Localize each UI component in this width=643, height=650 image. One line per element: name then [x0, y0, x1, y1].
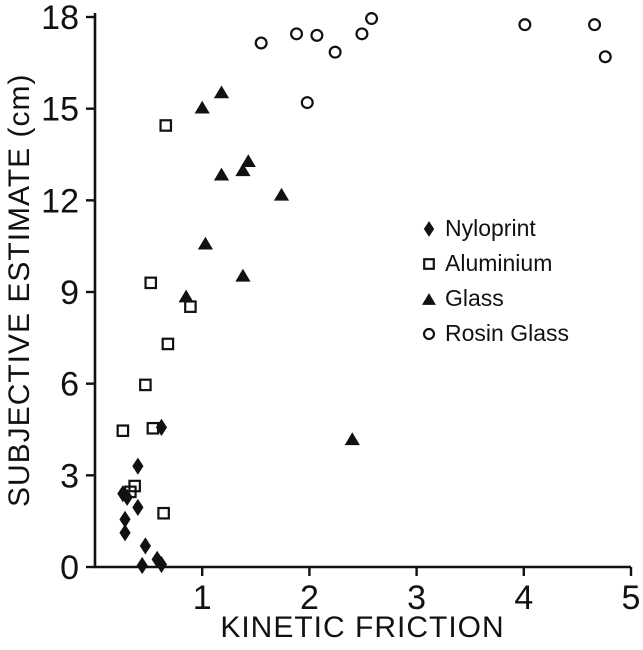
legend-item-rosin-glass: Rosin Glass [420, 316, 569, 351]
data-point [300, 96, 314, 110]
data-point [254, 36, 268, 50]
legend-label-glass: Glass [445, 285, 504, 311]
legend-label-aluminium: Aluminium [445, 250, 553, 276]
data-point [328, 45, 342, 59]
data-point [235, 163, 251, 177]
data-point [235, 268, 251, 282]
x-tick-label: 2 [300, 579, 319, 617]
data-point [121, 488, 133, 506]
data-point [355, 27, 369, 41]
legend-item-glass: Glass [420, 281, 569, 316]
y-tick-label: 15 [41, 91, 79, 129]
data-point [598, 50, 612, 64]
data-point [423, 220, 435, 237]
x-tick-label: 5 [622, 579, 641, 617]
x-tick-label: 1 [193, 579, 212, 617]
data-point [213, 85, 230, 99]
data-point [213, 167, 230, 181]
x-tick-label: 3 [407, 579, 426, 617]
data-point [161, 337, 175, 351]
data-point [139, 537, 151, 555]
data-point [178, 289, 194, 303]
data-point [197, 236, 214, 250]
y-tick-label: 6 [60, 366, 79, 404]
data-point [132, 498, 144, 517]
y-tick-label: 12 [41, 182, 79, 220]
legend: Nyloprint Aluminium Glass Rosin Glass [420, 211, 569, 351]
y-tick-label: 0 [60, 549, 79, 587]
y-tick-label: 3 [60, 457, 79, 495]
y-axis-title: SUBJECTIVE ESTIMATE (cm) [3, 73, 36, 507]
data-point [290, 27, 304, 41]
data-point [136, 556, 148, 575]
diamond-icon [420, 219, 442, 239]
data-point [423, 257, 435, 270]
data-point [184, 300, 197, 313]
data-point [155, 418, 168, 436]
data-point [119, 524, 131, 542]
data-point [132, 457, 144, 475]
data-point [588, 18, 602, 32]
series-glass [178, 85, 360, 446]
data-point [155, 555, 168, 574]
data-point [194, 100, 210, 114]
data-point [365, 12, 379, 26]
triangle-icon [420, 289, 442, 309]
x-axis-title: KINETIC FRICTION [220, 611, 505, 644]
series-rosin-glass [254, 12, 612, 110]
data-point [139, 378, 152, 392]
square-icon [420, 254, 442, 274]
legend-label-nyloprint: Nyloprint [445, 215, 536, 241]
series-aluminium [116, 119, 197, 520]
y-tick-label: 9 [60, 274, 79, 312]
y-tick-label: 18 [41, 0, 79, 37]
data-point [240, 154, 256, 168]
data-point [159, 119, 173, 132]
data-point [273, 187, 290, 201]
data-point [116, 424, 130, 438]
legend-item-nyloprint: Nyloprint [420, 211, 569, 246]
data-point [157, 506, 170, 520]
data-point [119, 510, 131, 528]
data-point [310, 28, 324, 42]
legend-label-rosin-glass: Rosin Glass [445, 320, 569, 346]
circle-icon [420, 324, 442, 344]
data-point [422, 292, 436, 305]
series-nyloprint [117, 418, 168, 575]
legend-item-aluminium: Aluminium [420, 246, 569, 281]
data-point [518, 18, 532, 32]
x-tick-label: 4 [514, 579, 533, 617]
data-point [422, 327, 436, 340]
data-point [144, 276, 158, 290]
data-point [117, 485, 129, 503]
data-point [344, 432, 360, 446]
